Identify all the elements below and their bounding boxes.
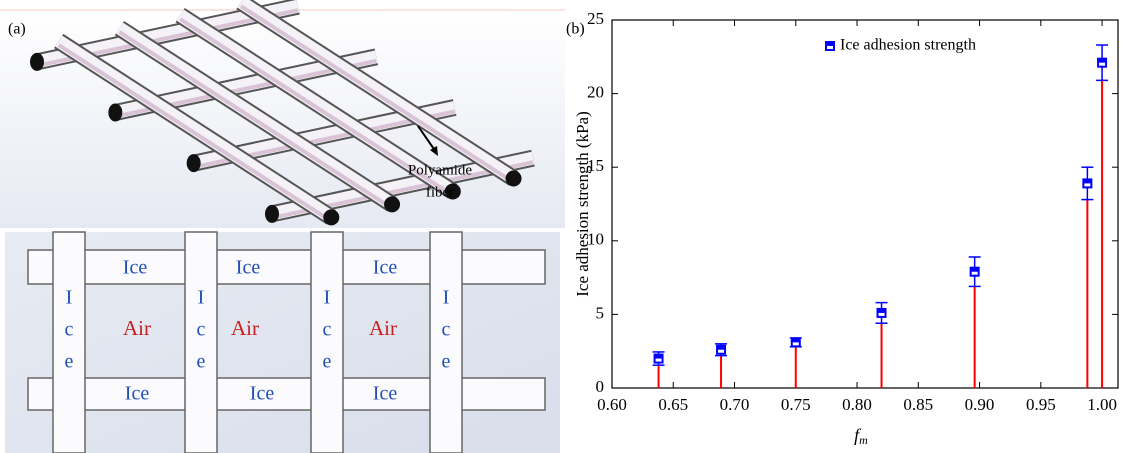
ice-label: Ice bbox=[125, 383, 150, 405]
x-tick-label: 0.65 bbox=[658, 395, 688, 414]
fiber-label: Polyamide bbox=[408, 162, 473, 178]
fiber-bar bbox=[185, 232, 217, 453]
figure: IceIceIceIceIceIceAirAirAirIceIceIceIce … bbox=[0, 0, 1133, 453]
fiber-end bbox=[506, 170, 522, 186]
x-tick-label: 0.70 bbox=[720, 395, 750, 414]
fiber-bar bbox=[311, 232, 343, 453]
fiber-end bbox=[187, 154, 201, 172]
ice-vertical-letter: I bbox=[443, 287, 450, 309]
x-tick-label: 0.60 bbox=[597, 395, 627, 414]
fiber-end bbox=[323, 209, 339, 225]
fiber-bar bbox=[430, 232, 462, 453]
fiber-end bbox=[265, 205, 279, 223]
ice-label: Ice bbox=[373, 257, 398, 279]
point-fill bbox=[655, 355, 663, 359]
panel-label: (a) bbox=[8, 21, 26, 38]
y-tick-label: 5 bbox=[596, 303, 605, 322]
point-fill bbox=[792, 338, 800, 342]
ice-label: Ice bbox=[250, 383, 275, 405]
ice-vertical-letter: e bbox=[197, 351, 206, 373]
ice-vertical-letter: I bbox=[66, 287, 73, 309]
point-fill bbox=[971, 268, 979, 272]
ice-vertical-letter: e bbox=[323, 351, 332, 373]
point-fill bbox=[1083, 179, 1091, 183]
ice-label: Ice bbox=[236, 257, 261, 279]
point-fill bbox=[717, 346, 725, 350]
fiber-bar bbox=[28, 250, 545, 284]
ice-label: Ice bbox=[123, 257, 148, 279]
ice-vertical-letter: c bbox=[323, 319, 332, 341]
x-tick-label: 1.00 bbox=[1087, 395, 1117, 414]
air-label: Air bbox=[231, 316, 259, 340]
x-axis-title-sub: m bbox=[859, 433, 868, 447]
air-label: Air bbox=[369, 316, 397, 340]
legend-label: Ice adhesion strength bbox=[840, 37, 976, 54]
ice-vertical-letter: I bbox=[198, 287, 205, 309]
x-tick-label: 0.80 bbox=[842, 395, 872, 414]
y-axis-title: Ice adhesion strength (kPa) bbox=[573, 111, 592, 297]
fiber-end bbox=[384, 196, 400, 212]
plot-frame bbox=[612, 20, 1118, 388]
y-tick-label: 25 bbox=[587, 9, 604, 28]
legend-marker-fill bbox=[826, 42, 834, 46]
panel-label: (b) bbox=[566, 21, 585, 38]
x-tick-label: 0.75 bbox=[781, 395, 811, 414]
ice-label: Ice bbox=[373, 383, 398, 405]
point-fill bbox=[878, 309, 886, 313]
x-tick-label: 0.85 bbox=[903, 395, 933, 414]
fiber-end bbox=[30, 53, 44, 71]
ice-vertical-letter: c bbox=[65, 319, 74, 341]
x-axis-title: fm bbox=[854, 425, 868, 447]
ice-vertical-letter: c bbox=[197, 319, 206, 341]
ice-vertical-letter: c bbox=[442, 319, 451, 341]
air-label: Air bbox=[123, 316, 151, 340]
point-fill bbox=[1098, 59, 1106, 63]
fiber-end bbox=[108, 104, 122, 122]
fiber-bar bbox=[53, 232, 85, 453]
x-tick-label: 0.95 bbox=[1026, 395, 1056, 414]
ice-vertical-letter: I bbox=[324, 287, 331, 309]
fiber-label: fiber bbox=[426, 184, 454, 200]
ice-vertical-letter: e bbox=[65, 351, 74, 373]
y-tick-label: 0 bbox=[596, 377, 605, 396]
ice-vertical-letter: e bbox=[442, 351, 451, 373]
y-tick-label: 20 bbox=[587, 83, 604, 102]
x-tick-label: 0.90 bbox=[965, 395, 995, 414]
fiber-bar bbox=[28, 378, 545, 410]
